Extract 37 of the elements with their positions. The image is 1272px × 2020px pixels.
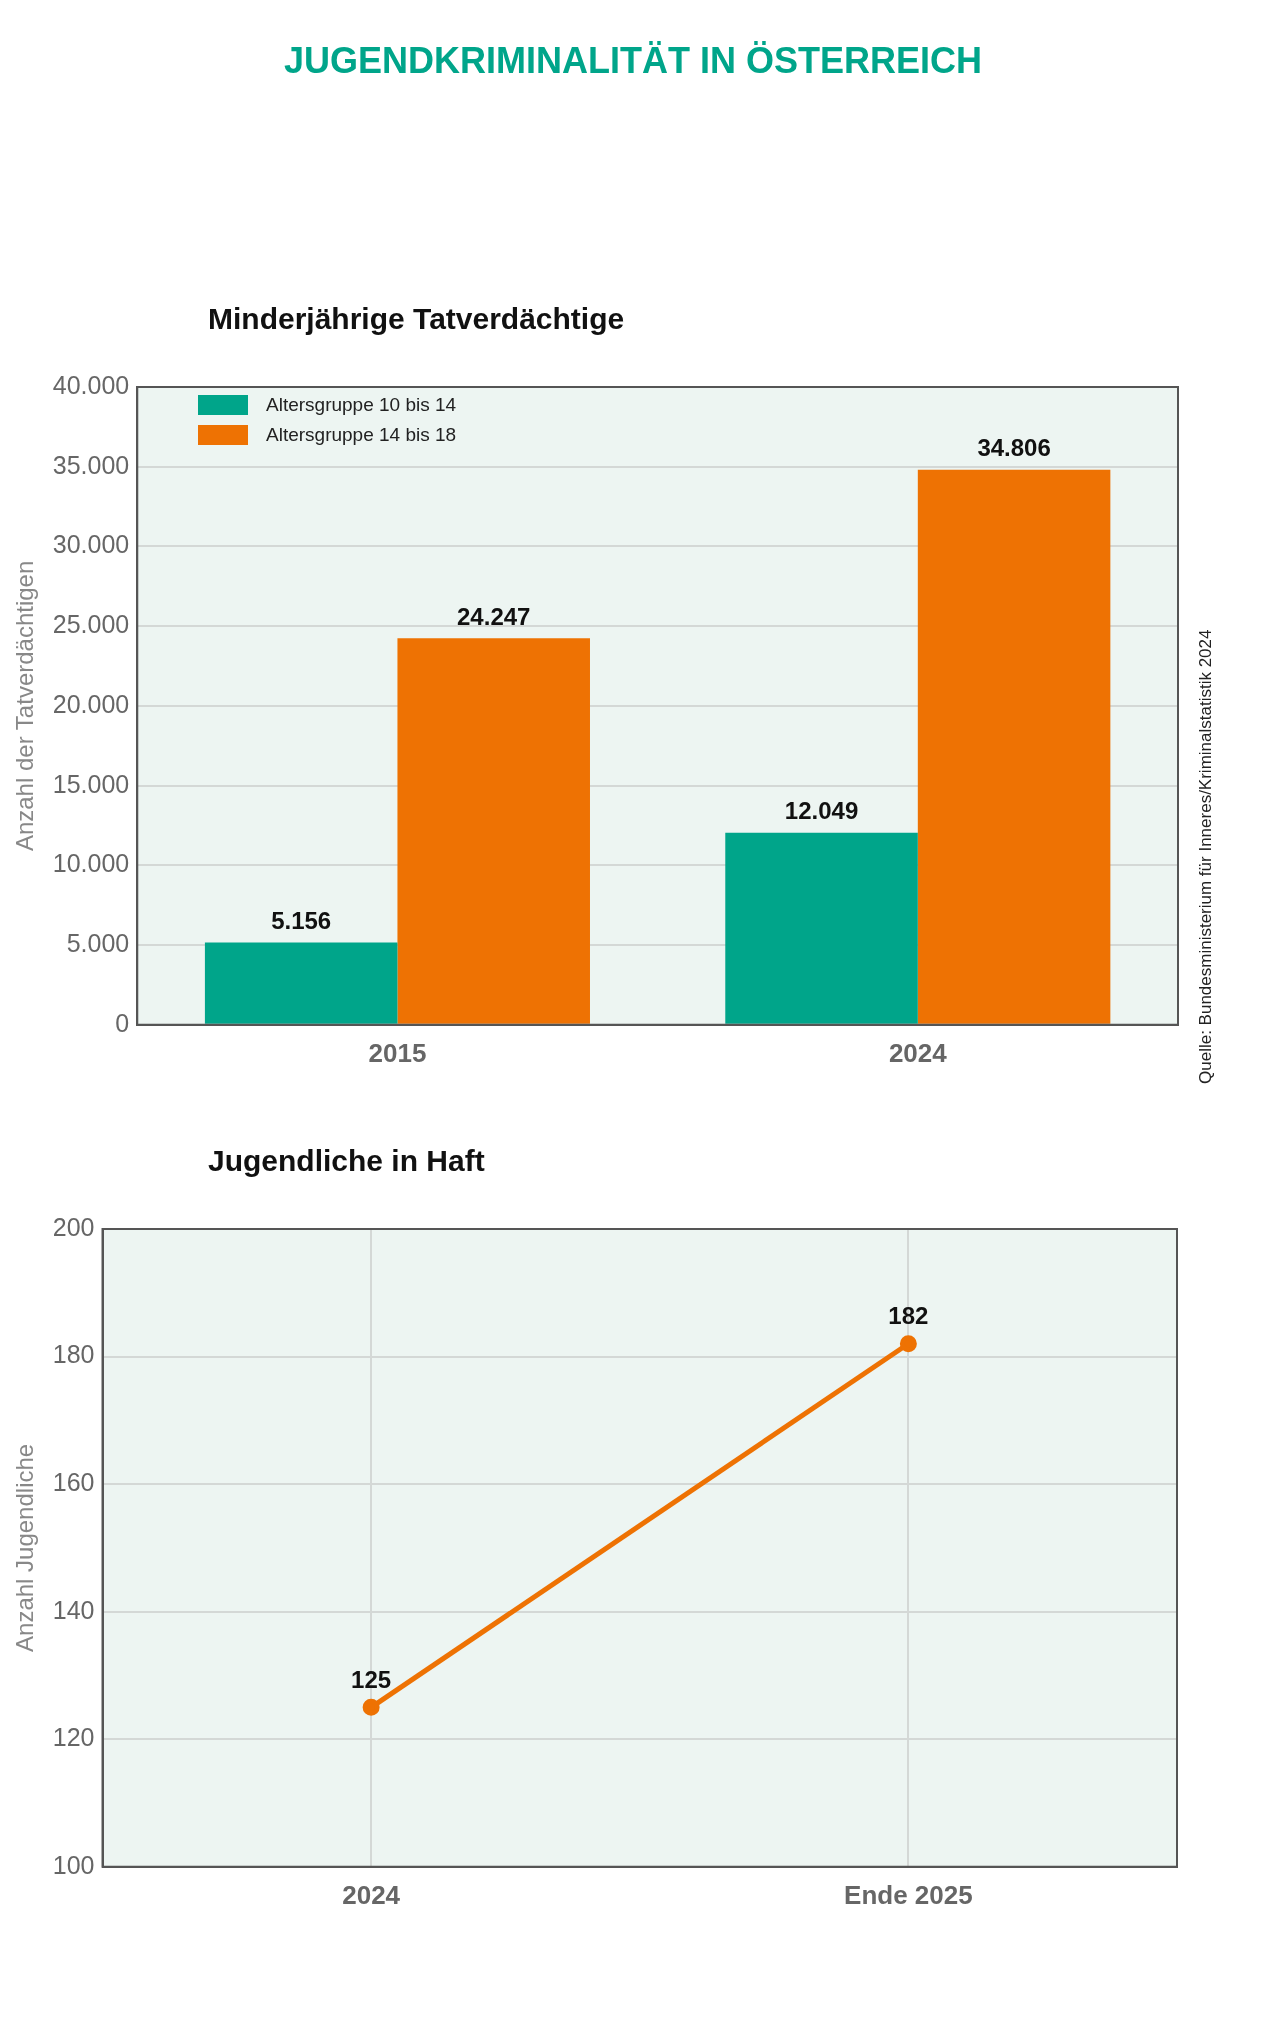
data-label: 125 bbox=[351, 1665, 392, 1693]
y-tick-label: 100 bbox=[52, 1850, 95, 1879]
bar bbox=[917, 469, 1111, 1024]
data-label: 34.806 bbox=[977, 434, 1051, 462]
data-label: 24.247 bbox=[457, 602, 531, 630]
y-axis-title: Anzahl Jugendliche bbox=[11, 1443, 39, 1652]
y-tick-label: 160 bbox=[52, 1468, 95, 1497]
y-axis-title: Anzahl der Tatverdächtigen bbox=[11, 560, 39, 852]
y-tick-label: 180 bbox=[52, 1340, 95, 1369]
source-note: Quelle: Bundesministerium für Inneres/Kriminalstatistik 2024 bbox=[1196, 629, 1216, 1084]
legend-label: Altersgruppe 10 bis 14 bbox=[266, 394, 457, 416]
y-tick-label: 20.000 bbox=[52, 689, 130, 718]
bar bbox=[397, 638, 590, 1024]
x-tick-label: 2024 bbox=[888, 1037, 948, 1068]
y-tick-label: 10.000 bbox=[52, 849, 130, 878]
legend-label: Altersgruppe 14 bis 18 bbox=[266, 424, 457, 446]
y-tick-label: 200 bbox=[52, 1212, 95, 1241]
x-tick-label: 2015 bbox=[368, 1037, 427, 1068]
y-tick-label: 15.000 bbox=[52, 769, 130, 798]
data-label: 182 bbox=[888, 1302, 929, 1330]
data-label: 12.049 bbox=[784, 797, 859, 825]
data-label: 5.156 bbox=[271, 907, 332, 935]
y-tick-label: 120 bbox=[52, 1723, 95, 1752]
bar bbox=[725, 832, 918, 1024]
y-tick-label: 25.000 bbox=[52, 610, 130, 639]
y-tick-label: 5.000 bbox=[66, 928, 130, 957]
y-tick-label: 40.000 bbox=[52, 370, 130, 399]
chart-title: JUGENDKRIMINALITÄT IN ÖSTERREICH bbox=[283, 40, 983, 82]
x-tick-label: Ende 2025 bbox=[844, 1879, 973, 1910]
x-tick-label: 2024 bbox=[342, 1879, 401, 1910]
bar bbox=[204, 942, 398, 1024]
chart-subtitle: Minderjährige Tatverdächtige bbox=[208, 302, 626, 336]
y-tick-label: 30.000 bbox=[52, 530, 130, 559]
chart-title: Jugendliche in Haft bbox=[208, 1144, 486, 1178]
y-tick-label: 0 bbox=[115, 1008, 130, 1037]
y-tick-label: 35.000 bbox=[52, 450, 130, 479]
y-tick-label: 140 bbox=[52, 1595, 95, 1624]
